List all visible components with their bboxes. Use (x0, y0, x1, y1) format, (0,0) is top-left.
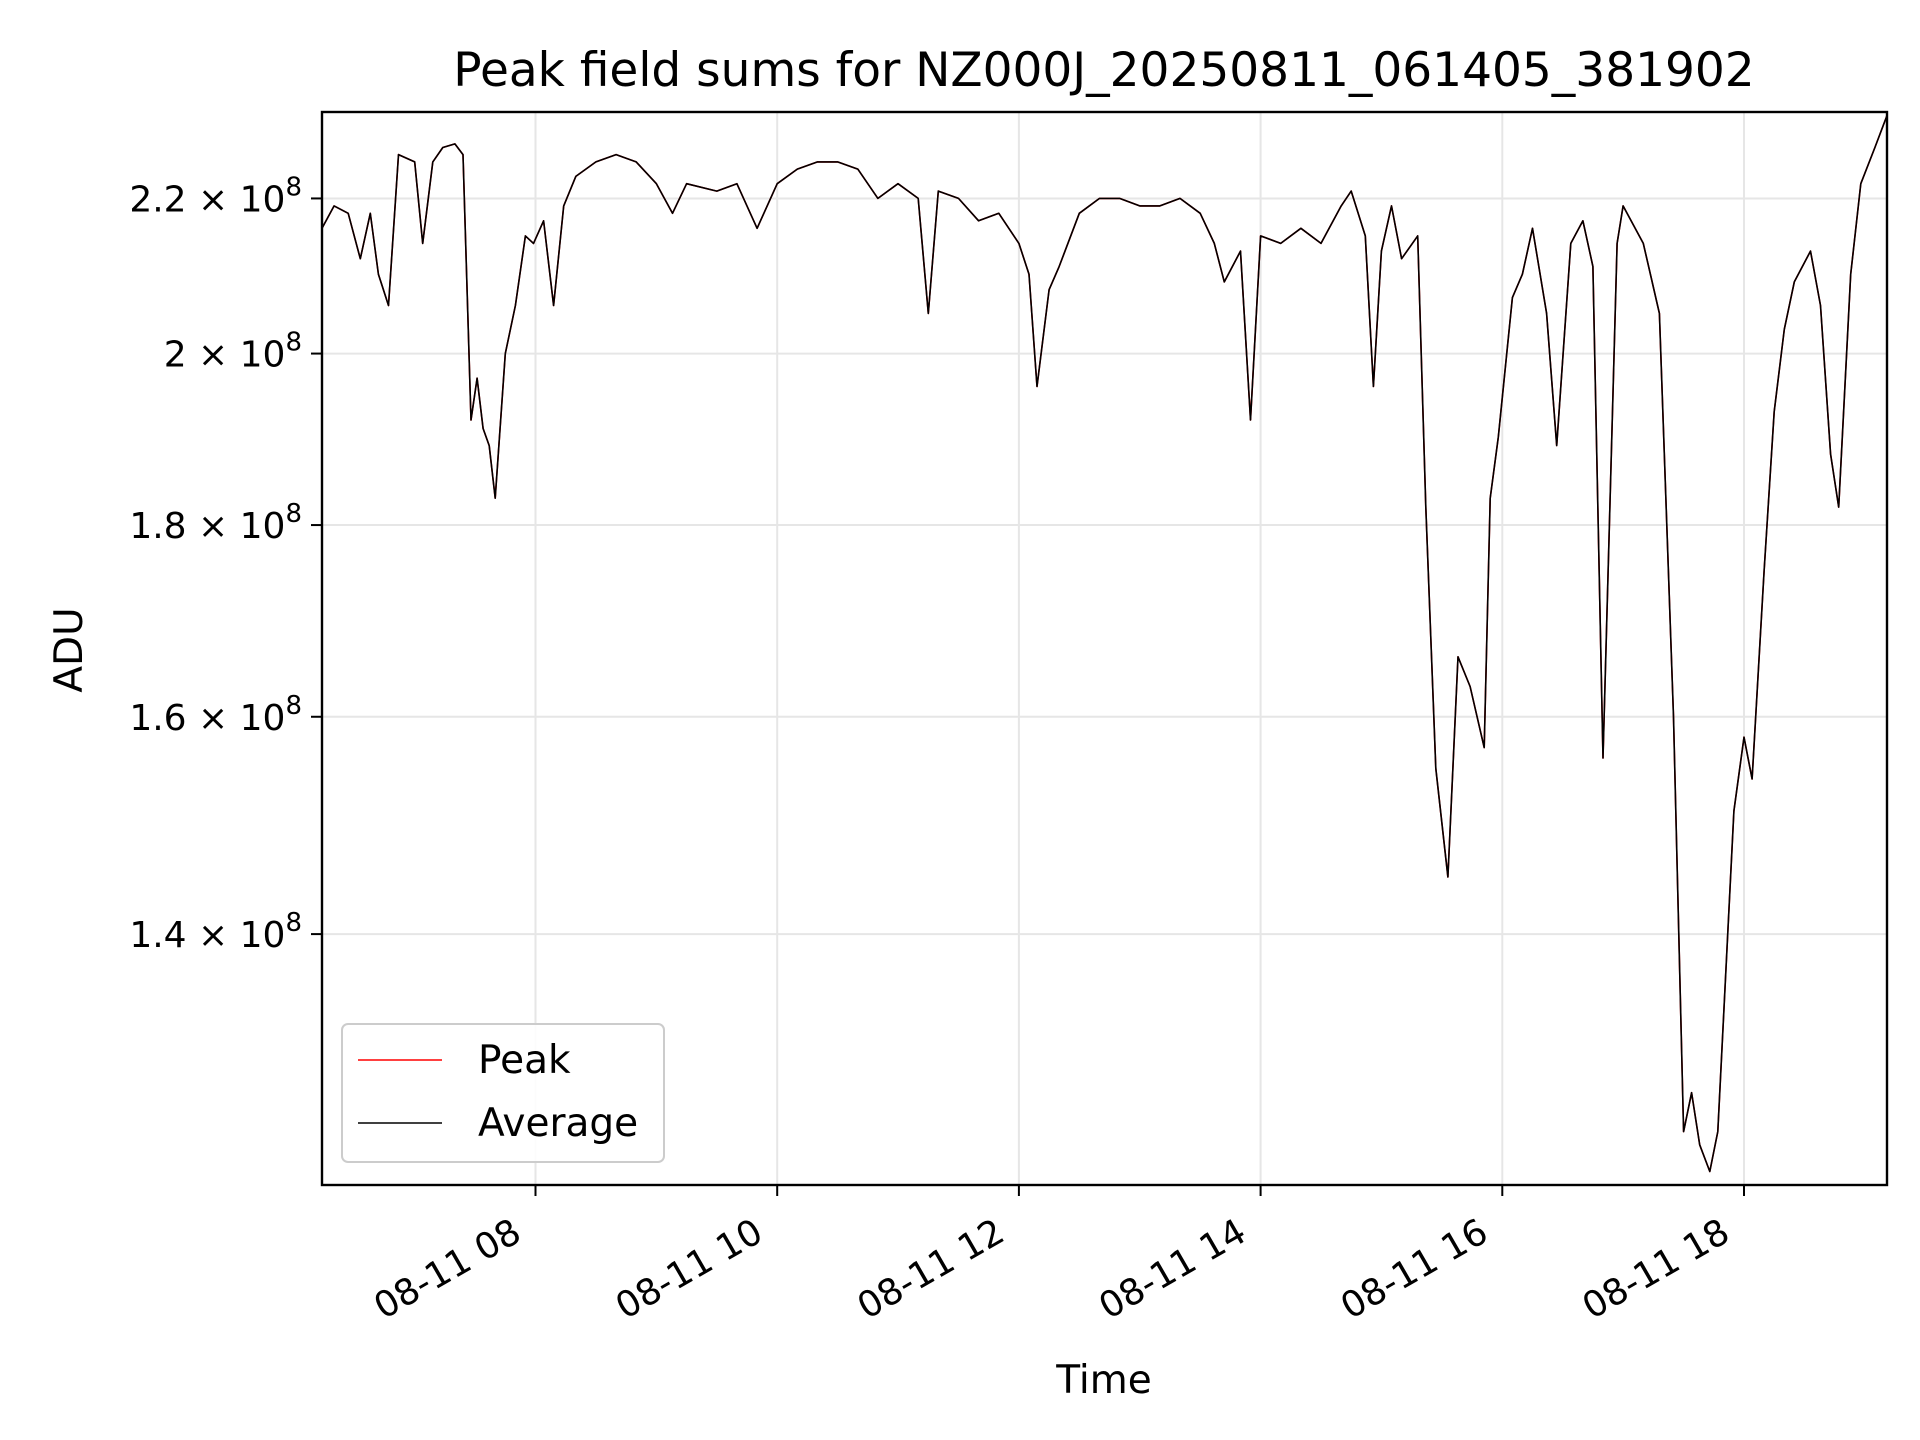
y-tick-label-3: 2 × 108 (164, 328, 302, 376)
series-line-average (321, 115, 1888, 1173)
legend: Peak Average (341, 1023, 665, 1163)
plot-area-frame (320, 110, 1889, 1187)
legend-label-peak: Peak (478, 1038, 571, 1083)
y-tick-label-0: 1.4 × 108 (129, 908, 302, 956)
x-axis-label: Time (1055, 1358, 1151, 1403)
chart-title: Peak field sums for NZ000J_20250811_0614… (453, 43, 1754, 98)
plot-lines (321, 115, 1888, 1173)
y-tick-label-2: 1.8 × 108 (129, 499, 302, 547)
y-axis-label: ADU (47, 607, 92, 692)
y-tick-label-4: 2.2 × 108 (129, 172, 302, 220)
legend-label-average: Average (478, 1101, 638, 1146)
legend-box (341, 1023, 665, 1163)
y-tick-label-1: 1.6 × 108 (129, 691, 302, 739)
